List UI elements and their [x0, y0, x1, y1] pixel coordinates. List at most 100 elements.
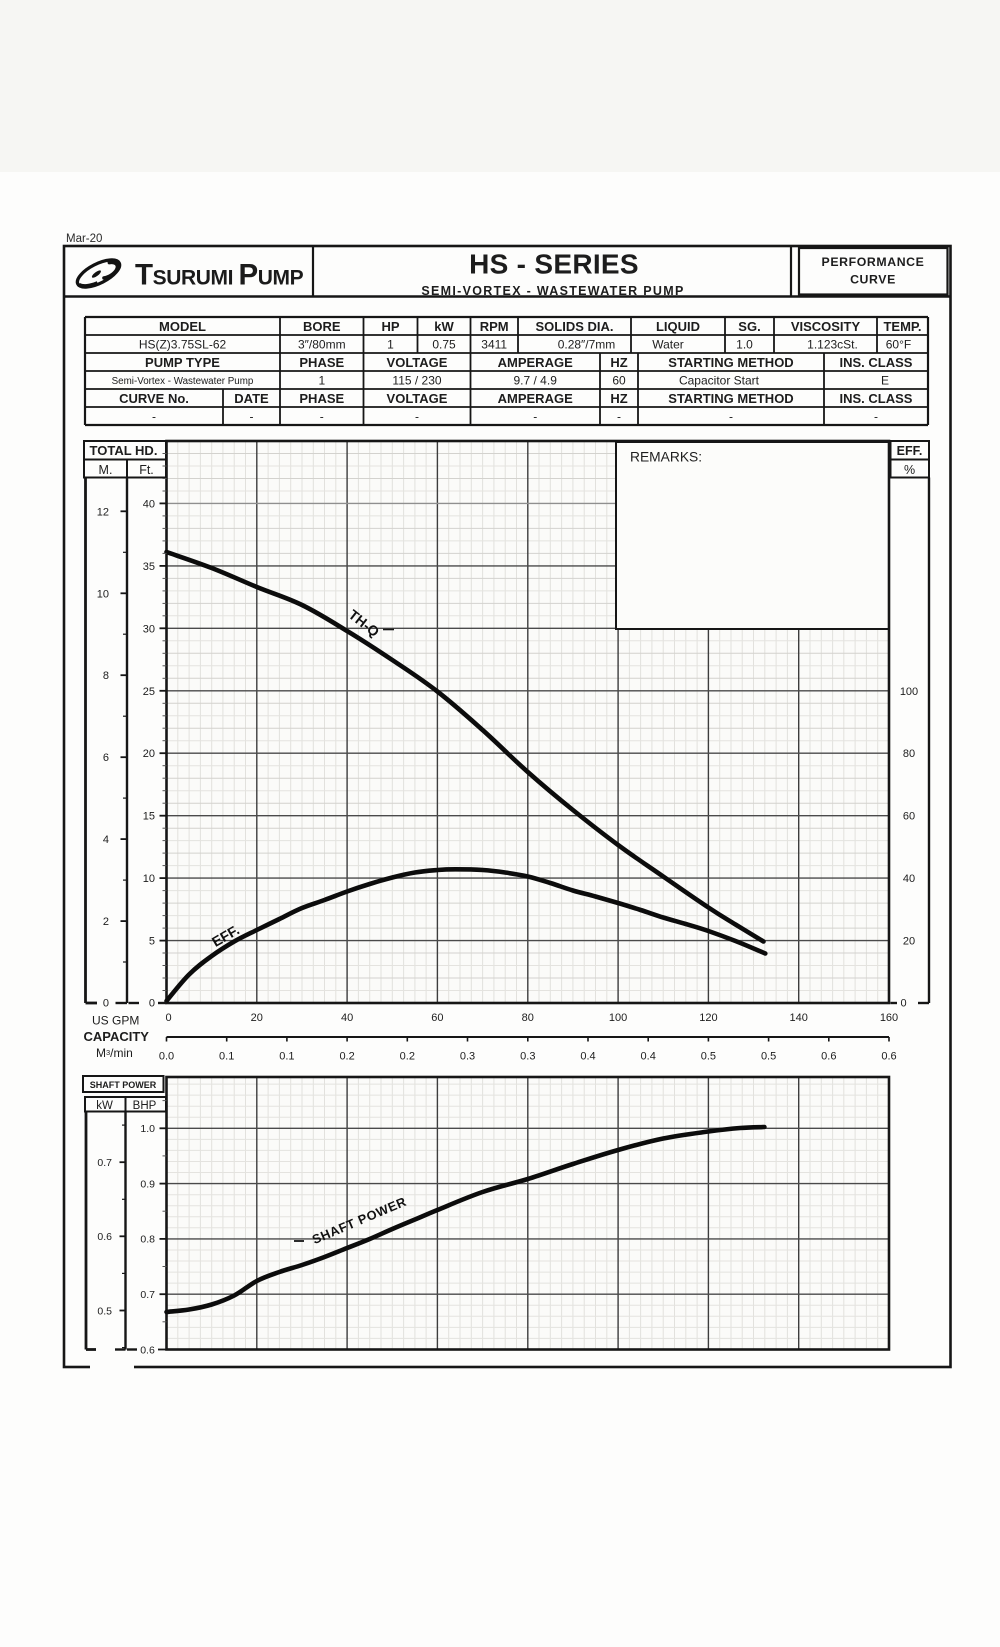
- svg-text:BORE: BORE: [303, 319, 341, 334]
- svg-text:20: 20: [143, 748, 155, 760]
- svg-text:TOTAL HD.: TOTAL HD.: [90, 443, 158, 458]
- svg-text:80: 80: [903, 748, 915, 760]
- svg-text:Water: Water: [652, 337, 684, 351]
- svg-text:%: %: [904, 463, 915, 477]
- svg-text:1: 1: [318, 373, 325, 387]
- svg-text:DATE: DATE: [234, 391, 269, 406]
- svg-text:0: 0: [149, 998, 155, 1010]
- svg-text:0: 0: [900, 998, 906, 1010]
- svg-text:160: 160: [880, 1012, 898, 1024]
- svg-text:1.123cSt.: 1.123cSt.: [807, 337, 858, 351]
- svg-text:0.4: 0.4: [641, 1051, 656, 1063]
- svg-text:60°F: 60°F: [886, 337, 911, 351]
- svg-text:0.5: 0.5: [97, 1305, 112, 1317]
- svg-text:HZ: HZ: [610, 355, 627, 370]
- svg-text:40: 40: [341, 1012, 353, 1024]
- svg-text:0.2: 0.2: [400, 1051, 415, 1063]
- svg-text:SHAFT POWER: SHAFT POWER: [90, 1080, 157, 1090]
- svg-text:1: 1: [387, 337, 394, 351]
- svg-text:25: 25: [143, 686, 155, 698]
- svg-text:0.2: 0.2: [339, 1051, 354, 1063]
- svg-text:0.7: 0.7: [140, 1289, 155, 1301]
- svg-text:120: 120: [699, 1012, 717, 1024]
- svg-text:HZ: HZ: [610, 391, 627, 406]
- svg-text:5: 5: [149, 936, 155, 948]
- svg-text:6: 6: [103, 752, 109, 764]
- svg-text:EFF.: EFF.: [897, 444, 923, 458]
- svg-text:M.: M.: [99, 463, 113, 477]
- svg-text:3″/80mm: 3″/80mm: [298, 337, 346, 351]
- svg-text:RPM: RPM: [480, 319, 509, 334]
- svg-text:20: 20: [251, 1012, 263, 1024]
- svg-text:VOLTAGE: VOLTAGE: [387, 391, 448, 406]
- svg-text:60: 60: [612, 373, 626, 387]
- svg-text:0.5: 0.5: [701, 1051, 716, 1063]
- svg-text:-: -: [729, 409, 733, 423]
- svg-text:60: 60: [903, 811, 915, 823]
- svg-text:20: 20: [903, 936, 915, 948]
- svg-text:STARTING METHOD: STARTING METHOD: [668, 355, 793, 370]
- svg-text:-: -: [152, 409, 156, 423]
- svg-text:PHASE: PHASE: [299, 355, 344, 370]
- svg-text:CURVE No.: CURVE No.: [119, 391, 189, 406]
- svg-text:8: 8: [103, 670, 109, 682]
- svg-text:30: 30: [143, 623, 155, 635]
- svg-text:0.6: 0.6: [140, 1345, 155, 1357]
- svg-text:0.1: 0.1: [279, 1051, 294, 1063]
- svg-text:4: 4: [103, 834, 109, 846]
- svg-text:-: -: [617, 409, 621, 423]
- svg-text:0.5: 0.5: [761, 1051, 776, 1063]
- svg-text:HP: HP: [381, 319, 399, 334]
- svg-text:0.28″/7mm: 0.28″/7mm: [558, 337, 616, 351]
- svg-text:TSURUMI PUMP: TSURUMI PUMP: [135, 259, 304, 292]
- svg-text:0.9: 0.9: [140, 1178, 155, 1190]
- svg-text:0: 0: [103, 998, 109, 1010]
- svg-text:0.0: 0.0: [159, 1051, 174, 1063]
- svg-text:40: 40: [903, 873, 915, 885]
- svg-text:140: 140: [790, 1012, 808, 1024]
- svg-text:CURVE: CURVE: [850, 273, 896, 287]
- svg-text:0: 0: [165, 1012, 171, 1024]
- svg-text:PERFORMANCE: PERFORMANCE: [822, 255, 925, 269]
- svg-text:0.7: 0.7: [97, 1157, 112, 1169]
- svg-text:PHASE: PHASE: [299, 391, 344, 406]
- svg-text:3411: 3411: [481, 337, 507, 351]
- svg-text:35: 35: [143, 561, 155, 573]
- svg-text:CAPACITY: CAPACITY: [84, 1029, 150, 1044]
- svg-text:INS. CLASS: INS. CLASS: [840, 355, 913, 370]
- svg-text:SOLIDS DIA.: SOLIDS DIA.: [535, 319, 613, 334]
- svg-text:0.75: 0.75: [432, 337, 456, 351]
- svg-text:0.4: 0.4: [580, 1051, 595, 1063]
- svg-text:10: 10: [143, 873, 155, 885]
- svg-text:0.6: 0.6: [821, 1051, 836, 1063]
- svg-text:E: E: [881, 373, 889, 387]
- svg-text:0.3: 0.3: [520, 1051, 535, 1063]
- svg-text:1.0: 1.0: [736, 337, 753, 351]
- svg-text:PUMP TYPE: PUMP TYPE: [145, 355, 220, 370]
- svg-text:60: 60: [431, 1012, 443, 1024]
- svg-text:INS. CLASS: INS. CLASS: [840, 391, 913, 406]
- svg-text:-: -: [533, 409, 537, 423]
- svg-text:HS - SERIES: HS - SERIES: [469, 249, 639, 280]
- svg-text:AMPERAGE: AMPERAGE: [498, 355, 573, 370]
- svg-text:115 / 230: 115 / 230: [392, 373, 441, 387]
- svg-text:2: 2: [103, 916, 109, 928]
- svg-text:M3/min: M3/min: [96, 1046, 133, 1060]
- svg-text:Capacitor Start: Capacitor Start: [679, 373, 760, 387]
- svg-text:LIQUID: LIQUID: [656, 319, 700, 334]
- svg-text:MODEL: MODEL: [159, 319, 206, 334]
- svg-text:TEMP.: TEMP.: [883, 319, 921, 334]
- svg-text:HS(Z)3.75SL-62: HS(Z)3.75SL-62: [139, 337, 227, 351]
- svg-text:0.6: 0.6: [881, 1051, 896, 1063]
- svg-text:0.6: 0.6: [97, 1231, 112, 1243]
- svg-text:100: 100: [609, 1012, 627, 1024]
- svg-text:kW: kW: [96, 1100, 113, 1112]
- svg-text:12: 12: [97, 506, 109, 518]
- svg-text:-: -: [320, 409, 324, 423]
- svg-text:BHP: BHP: [133, 1100, 157, 1112]
- svg-text:Semi-Vortex - Wastewater Pump: Semi-Vortex - Wastewater Pump: [112, 376, 254, 387]
- svg-text:kW: kW: [434, 319, 454, 334]
- svg-text:10: 10: [97, 588, 109, 600]
- svg-text:-: -: [874, 409, 878, 423]
- svg-text:SEMI-VORTEX - WASTEWATER PUMP: SEMI-VORTEX - WASTEWATER PUMP: [421, 284, 684, 298]
